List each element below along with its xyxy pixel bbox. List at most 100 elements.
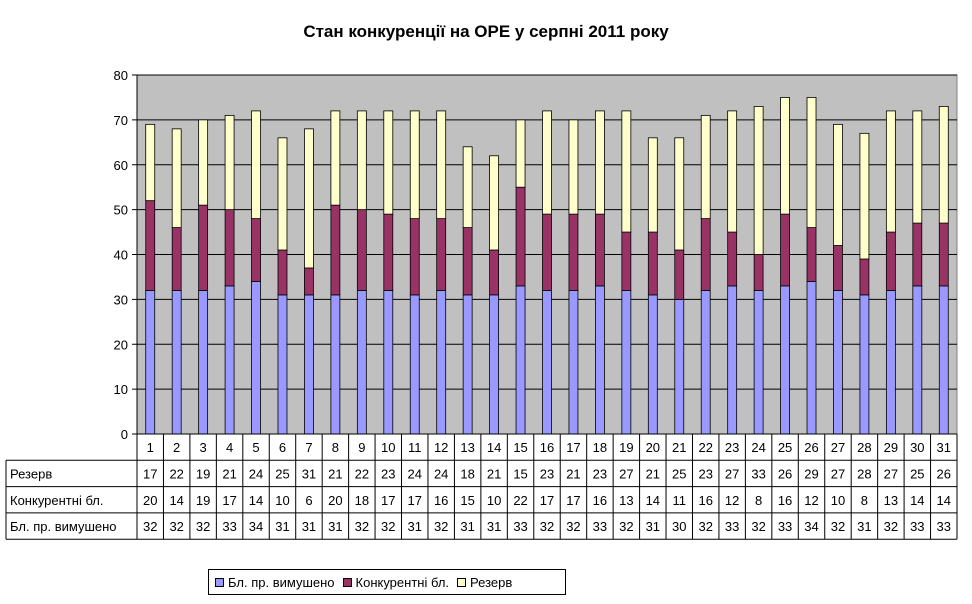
bar-segment (621, 231, 632, 291)
y-tick-label: 20 (114, 337, 128, 352)
table-cell-value: 14 (249, 493, 263, 508)
table-cell-value: 27 (619, 466, 633, 481)
x-category-label: 11 (408, 440, 422, 455)
table-cell-value: 8 (755, 493, 762, 508)
table-cell-value: 17 (408, 493, 422, 508)
table-cell-value: 33 (778, 519, 792, 534)
x-category-label: 7 (305, 440, 312, 455)
bar-segment (198, 204, 209, 291)
table-cell-value: 18 (355, 493, 369, 508)
bar-segment (356, 110, 367, 211)
table-cell-value: 15 (513, 466, 527, 481)
bar-segment (383, 110, 394, 215)
bar-segment (489, 294, 499, 435)
bar-segment (304, 294, 314, 435)
bar-segment (595, 110, 605, 215)
bar-segment (859, 258, 870, 296)
table-cell-value: 10 (831, 493, 845, 508)
bar-segment (277, 137, 288, 251)
bar-segment (462, 227, 473, 296)
y-tick-label: 80 (114, 68, 128, 83)
table-cell-value: 16 (434, 493, 448, 508)
table-cell-value: 33 (751, 466, 765, 481)
table-cell-value: 24 (434, 466, 448, 481)
bar-segment (542, 110, 552, 215)
bar-segment (938, 106, 949, 224)
y-tick-label: 10 (114, 382, 128, 397)
x-category-label: 22 (698, 440, 712, 455)
table-cell-value: 33 (222, 519, 236, 534)
table-cell-value: 32 (884, 519, 898, 534)
bar-segment (833, 289, 843, 435)
x-category-label: 18 (593, 440, 607, 455)
table-cell-value: 12 (804, 493, 818, 508)
table-cell-value: 24 (408, 466, 422, 481)
table-cell-value: 26 (937, 466, 951, 481)
table-cell-value: 33 (513, 519, 527, 534)
table-cell-value: 34 (249, 519, 263, 534)
table-cell-value: 32 (434, 519, 448, 534)
bar-segment (489, 155, 499, 251)
x-category-label: 16 (540, 440, 554, 455)
table-cell-value: 14 (910, 493, 924, 508)
bar-segment (383, 289, 394, 435)
bar-segment (595, 213, 605, 287)
y-tick-label: 50 (114, 203, 128, 218)
bar-segment (171, 128, 182, 228)
bar-segment (409, 294, 420, 435)
y-tick-label: 30 (114, 292, 128, 307)
table-cell-value: 29 (804, 466, 818, 481)
bar-segment (251, 218, 261, 282)
bar-segment (330, 294, 341, 435)
table-cell-value: 33 (593, 519, 607, 534)
y-tick-label: 40 (114, 248, 128, 263)
legend-label-reserve: Резерв (470, 574, 513, 590)
bar-segment (727, 285, 738, 435)
table-cell-value: 13 (619, 493, 633, 508)
table-cell-value: 32 (540, 519, 554, 534)
table-cell-value: 32 (619, 519, 633, 534)
table-cell-value: 19 (196, 466, 210, 481)
table-cell-value: 16 (698, 493, 712, 508)
table-cell-value: 23 (381, 466, 395, 481)
bar-segment (436, 289, 447, 435)
bar-segment (833, 245, 843, 291)
table-cell-value: 27 (831, 466, 845, 481)
bar-segment (780, 213, 790, 287)
bar-segment (833, 123, 843, 246)
bar-segment (912, 110, 923, 224)
x-category-label: 1 (147, 440, 154, 455)
table-cell-value: 16 (778, 493, 792, 508)
table-cell-value: 27 (884, 466, 898, 481)
y-tick-label: 70 (114, 113, 128, 128)
table-cell-value: 14 (937, 493, 951, 508)
legend-label-forced-units: Бл. пр. вимушено (228, 574, 335, 590)
bar-segment (647, 137, 658, 233)
x-category-label: 26 (804, 440, 818, 455)
legend-item-reserve: Резерв (457, 575, 512, 590)
table-cell-value: 20 (143, 493, 157, 508)
table-cell-value: 32 (143, 519, 157, 534)
x-category-label: 2 (173, 440, 180, 455)
chart-legend: Бл. пр. вимушено Конкурентні бл. Резерв (208, 569, 566, 595)
table-cell-value: 31 (460, 519, 474, 534)
table-cell-value: 10 (487, 493, 501, 508)
table-cell-value: 28 (857, 466, 871, 481)
bar-segment (568, 289, 579, 435)
bar-segment (647, 231, 658, 296)
table-cell-value: 21 (487, 466, 501, 481)
bar-segment (938, 222, 949, 287)
table-cell-value: 17 (540, 493, 554, 508)
x-category-label: 10 (381, 440, 395, 455)
bar-segment (700, 218, 711, 291)
bar-segment (436, 218, 447, 291)
bar-segment (859, 132, 870, 260)
x-category-label: 9 (358, 440, 365, 455)
bar-segment (700, 114, 711, 219)
bar-segment (383, 213, 394, 291)
table-cell-value: 32 (381, 519, 395, 534)
bar-segment (674, 249, 685, 300)
table-cell-value: 10 (275, 493, 289, 508)
table-cell-value: 33 (937, 519, 951, 534)
